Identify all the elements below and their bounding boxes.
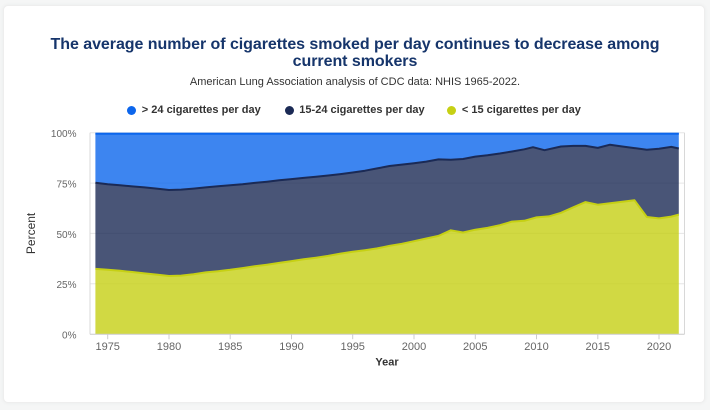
svg-text:50%: 50% [56,230,76,241]
svg-text:2015: 2015 [586,341,610,353]
svg-text:1975: 1975 [95,341,119,353]
svg-text:1985: 1985 [218,341,242,353]
svg-text:2010: 2010 [524,341,548,353]
svg-text:Year: Year [375,357,399,369]
svg-text:1980: 1980 [157,341,181,353]
svg-text:2000: 2000 [402,341,426,353]
svg-text:100%: 100% [51,129,77,140]
svg-text:2005: 2005 [463,341,487,353]
svg-text:Percent: Percent [24,212,38,254]
svg-text:1995: 1995 [340,341,364,353]
svg-text:75%: 75% [56,180,76,191]
svg-text:25%: 25% [56,280,76,291]
svg-text:1990: 1990 [279,341,303,353]
svg-text:2020: 2020 [647,341,671,353]
svg-text:0%: 0% [62,330,77,341]
